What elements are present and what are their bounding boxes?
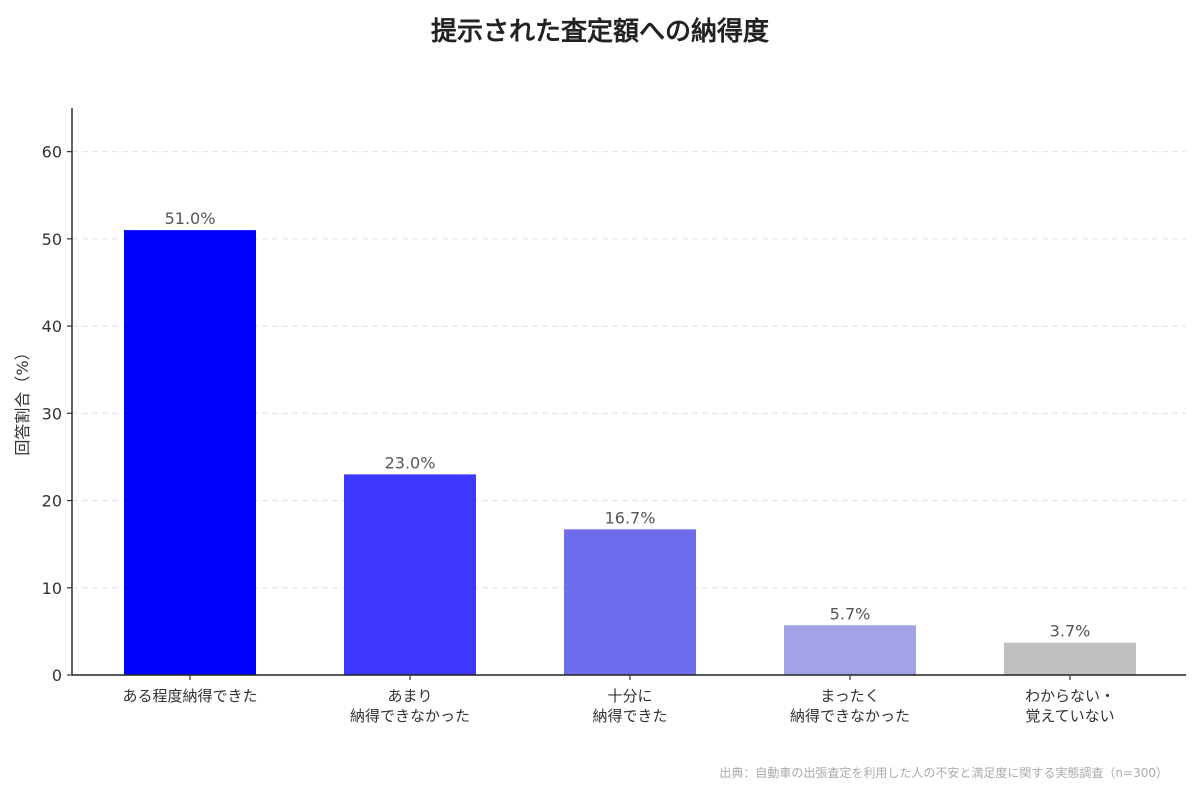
bar [784, 625, 916, 675]
x-tick-label: ある程度納得できた [122, 687, 257, 705]
chart-title: 提示された査定額への納得度 [431, 16, 769, 47]
data-label: 5.7% [830, 604, 871, 623]
y-tick-label: 40 [42, 317, 62, 336]
y-tick-label: 50 [42, 230, 62, 249]
data-label: 3.7% [1050, 622, 1091, 641]
y-tick-label: 30 [42, 404, 62, 423]
x-tick-label: 納得できなかった [350, 707, 470, 725]
data-label: 51.0% [165, 209, 216, 228]
x-tick-label: 覚えていない [1025, 707, 1114, 725]
y-axis-label: 回答割合（%） [13, 344, 32, 455]
x-tick-label: わからない・ [1025, 687, 1115, 705]
x-tick-label: まったく [820, 687, 879, 705]
x-tick-label: 納得できた [592, 707, 667, 725]
y-tick-label: 20 [42, 492, 62, 511]
x-tick-label: あまり [387, 687, 432, 705]
bar [344, 474, 476, 675]
y-tick-label: 60 [42, 143, 62, 162]
data-label: 23.0% [385, 453, 436, 472]
source-note: 出典：自動車の出張査定を利用した人の不安と満足度に関する実態調査（n=300） [719, 765, 1168, 780]
bar [1004, 642, 1136, 675]
y-tick-label: 10 [42, 579, 62, 598]
x-tick-label: 十分に [607, 687, 652, 705]
y-tick-label: 0 [52, 666, 62, 685]
data-label: 16.7% [605, 508, 656, 527]
bar [564, 529, 696, 675]
bar [124, 230, 256, 675]
x-tick-label: 納得できなかった [790, 707, 910, 725]
